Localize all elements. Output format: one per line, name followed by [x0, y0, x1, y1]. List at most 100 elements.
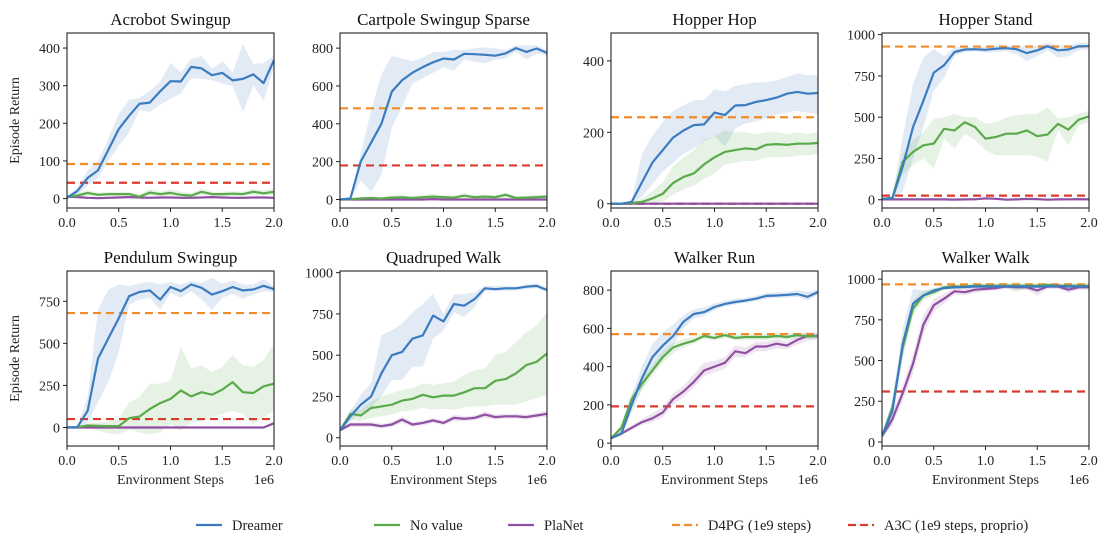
band-dreamer [340, 45, 547, 200]
panel-title: Hopper Stand [939, 10, 1033, 29]
x-tick-label: 1.0 [977, 454, 995, 469]
line-planet [67, 195, 274, 200]
band-dreamer [611, 73, 818, 204]
x-tick-label: 1.0 [435, 454, 453, 469]
x-tick-label: 0.5 [110, 216, 128, 231]
x-tick-label: 1.5 [758, 454, 776, 469]
plot-area [340, 283, 547, 432]
x-tick-label: 0.0 [331, 454, 349, 469]
legend-label: Dreamer [232, 518, 283, 534]
panel-title: Quadruped Walk [386, 248, 501, 267]
legend-item-dreamer: Dreamer [196, 518, 283, 534]
x-tick-label: 0.0 [873, 216, 891, 231]
band-dreamer [882, 42, 1089, 200]
line-no-value [882, 115, 1089, 200]
plot-area [611, 289, 818, 440]
x-tick-label: 1.0 [162, 216, 180, 231]
panel-quadruped-walk: 0.0 0.5 1.0 1.5 2.0 0 250 500 750 1000 Quadruped W… [305, 248, 556, 488]
plot-area [882, 42, 1089, 201]
band-no-value [340, 312, 547, 432]
x-scale-label: 1e6 [1069, 473, 1089, 488]
x-tick-label: 0.0 [331, 216, 349, 231]
y-tick-label: 400 [583, 55, 604, 70]
line-no-value [340, 193, 547, 201]
x-tick-label: 2.0 [538, 454, 556, 469]
legend-item-a3c-1e9-steps-proprio: A3C (1e9 steps, proprio) [848, 518, 1028, 534]
x-axis-label: Environment Steps [390, 473, 497, 488]
y-tick-label: 800 [583, 284, 604, 299]
x-tick-label: 2.0 [538, 216, 556, 231]
x-tick-label: 1.5 [214, 216, 232, 231]
x-tick-label: 2.0 [1080, 216, 1098, 231]
band-no-value [67, 343, 274, 435]
band-no-value [882, 107, 1089, 200]
x-tick-label: 0.0 [602, 216, 620, 231]
y-tick-label: 400 [312, 118, 333, 133]
y-tick-label: 0 [597, 198, 604, 213]
line-no-value [67, 381, 274, 429]
y-tick-label: 250 [854, 395, 875, 410]
x-tick-label: 1.0 [162, 454, 180, 469]
band-planet [340, 410, 547, 432]
line-dreamer [67, 283, 274, 429]
y-tick-label: 250 [854, 152, 875, 167]
x-tick-label: 1.0 [706, 216, 724, 231]
y-tick-label: 500 [312, 349, 333, 364]
x-tick-label: 1.0 [435, 216, 453, 231]
x-tick-label: 0.5 [110, 454, 128, 469]
panel-walker-walk: 0.0 0.5 1.0 1.5 2.0 0 250 500 750 1000 Walker Walk… [847, 248, 1098, 488]
x-tick-label: 0.5 [925, 454, 943, 469]
line-planet [340, 412, 547, 432]
y-tick-label: 600 [312, 80, 333, 95]
x-tick-label: 2.0 [1080, 454, 1098, 469]
band-no-value [611, 130, 818, 204]
y-tick-label: 100 [39, 155, 60, 170]
legend-item-no-value: No value [374, 518, 463, 534]
y-tick-label: 750 [39, 295, 60, 310]
y-tick-label: 200 [312, 156, 333, 171]
band-dreamer [67, 277, 274, 428]
x-tick-label: 1.5 [214, 454, 232, 469]
x-axis-label: Environment Steps [661, 473, 768, 488]
panel-title: Cartpole Swingup Sparse [357, 10, 530, 29]
y-tick-label: 750 [854, 70, 875, 85]
panel-title: Walker Run [674, 248, 756, 267]
y-tick-label: 500 [854, 111, 875, 126]
y-tick-label: 0 [53, 421, 60, 436]
line-no-value [340, 352, 547, 431]
x-axis-label: Environment Steps [117, 473, 224, 488]
panel-cartpole-swingup-sparse: 0.0 0.5 1.0 1.5 2.0 0 200 400 600 800 Cartpole Swi… [312, 10, 556, 231]
x-tick-label: 1.0 [977, 216, 995, 231]
x-tick-label: 1.5 [758, 216, 776, 231]
y-tick-label: 0 [53, 193, 60, 208]
y-tick-label: 600 [583, 322, 604, 337]
line-no-value [611, 334, 818, 440]
x-scale-label: 1e6 [798, 473, 818, 488]
panels: 0.0 0.5 1.0 1.5 2.0 0 100 200 300 400 Acrobot Swin… [8, 10, 1098, 488]
line-dreamer [340, 284, 547, 431]
panel-title: Walker Walk [941, 248, 1030, 267]
x-tick-label: 2.0 [809, 454, 827, 469]
band-dreamer [611, 289, 818, 440]
panel-pendulum-swingup: 0.0 0.5 1.0 1.5 2.0 0 250 500 750 Pendulum Swingu… [8, 248, 283, 488]
y-tick-label: 0 [326, 193, 333, 208]
x-tick-label: 0.5 [383, 454, 401, 469]
y-tick-label: 0 [868, 194, 875, 209]
x-tick-label: 0.0 [58, 454, 76, 469]
y-tick-label: 1000 [847, 273, 875, 288]
y-tick-label: 1000 [847, 29, 875, 44]
panel-title: Hopper Hop [672, 10, 757, 29]
legend-label: No value [410, 518, 463, 534]
y-tick-label: 200 [583, 126, 604, 141]
line-dreamer [611, 90, 818, 205]
x-tick-label: 2.0 [265, 454, 283, 469]
line-planet [882, 197, 1089, 201]
y-tick-label: 750 [312, 308, 333, 323]
y-tick-label: 250 [39, 379, 60, 394]
y-tick-label: 400 [583, 361, 604, 376]
y-tick-label: 500 [854, 355, 875, 370]
line-dreamer [67, 59, 274, 199]
y-tick-label: 250 [312, 390, 333, 405]
panel-hopper-hop: 0.0 0.5 1.0 1.5 2.0 0 200 400 Hopper Hop [583, 10, 827, 231]
